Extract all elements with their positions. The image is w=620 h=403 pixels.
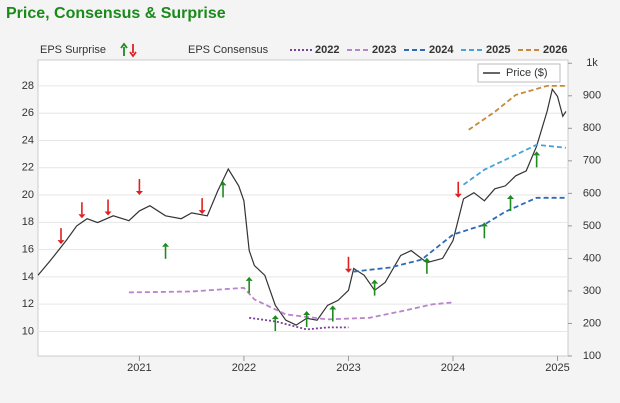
price-legend-label: Price ($) (506, 67, 548, 79)
legend-label: 2023 (372, 44, 396, 56)
surprise-arrow (135, 179, 143, 196)
x-tick-label: 2025 (545, 362, 569, 374)
arrow-head (219, 181, 227, 186)
plot-area (37, 59, 569, 357)
surprise-arrow (198, 198, 206, 215)
legend-surprise: EPS Surprise (40, 44, 106, 56)
y-tick-label: 14 (22, 271, 34, 283)
surprise-arrow (245, 276, 253, 293)
surprise-arrow (104, 199, 112, 216)
y-tick-label: 20 (22, 189, 34, 201)
surprise-arrow (78, 202, 86, 219)
surprise-arrow (219, 181, 227, 198)
y-tick-label: 12 (22, 298, 34, 310)
y2-tick-label: 600 (583, 187, 601, 199)
arrow-head (198, 210, 206, 215)
consensus-line (353, 196, 566, 273)
arrow-head (454, 193, 462, 198)
surprise-arrow (507, 195, 515, 212)
consensus-line (249, 316, 349, 331)
legend-consensus: EPS Consensus (188, 44, 269, 56)
surprise-arrow (371, 279, 379, 296)
x-tick-label: 2022 (232, 362, 256, 374)
arrow-head (271, 315, 279, 320)
x-tick-label: 2023 (336, 362, 360, 374)
legend-label: 2022 (315, 44, 339, 56)
arrow-head (78, 214, 86, 219)
arrow-head (329, 305, 337, 310)
y2-tick-label: 800 (583, 122, 601, 134)
chart-title: Price, Consensus & Surprise (6, 5, 226, 22)
legend-arrow (120, 42, 128, 56)
legend-arrow (129, 44, 137, 58)
arrow-head (533, 151, 541, 156)
surprise-arrow (162, 242, 170, 259)
y2-tick-label: 500 (583, 220, 601, 232)
surprise-arrow (454, 181, 462, 198)
y-tick-label: 24 (22, 134, 34, 146)
surprise-arrow (480, 222, 488, 239)
surprise-arrow (533, 151, 541, 168)
y2-tick-label: 200 (583, 317, 601, 329)
y-tick-label: 18 (22, 216, 34, 228)
y-tick-label: 10 (22, 325, 34, 337)
consensus-line (468, 85, 566, 131)
arrow-head (423, 257, 431, 262)
arrow-head (135, 191, 143, 196)
legend-label: 2026 (543, 44, 567, 56)
y2-tick-label: 100 (583, 350, 601, 362)
arrow-head (507, 195, 515, 200)
surprise-arrow (271, 315, 279, 332)
y-tick-label: 16 (22, 244, 34, 256)
consensus-line (462, 143, 566, 186)
y2-tick-label: 900 (583, 90, 601, 102)
y2-tick-label: 700 (583, 155, 601, 167)
legend-label: 2024 (429, 44, 454, 56)
surprise-arrow (303, 310, 311, 327)
y-tick-label: 28 (22, 80, 34, 92)
surprise-arrow (329, 305, 337, 322)
legend-label: 2025 (486, 44, 510, 56)
arrow-head (371, 279, 379, 284)
arrow-head (303, 310, 311, 315)
y-tick-label: 26 (22, 107, 34, 119)
y-tick-label: 22 (22, 162, 34, 174)
surprise-arrow (423, 257, 431, 274)
x-tick-label: 2021 (127, 362, 151, 374)
y2-tick-label: 400 (583, 252, 601, 264)
y2-tick-label: 300 (583, 285, 601, 297)
surprise-arrow (344, 256, 352, 273)
x-tick-label: 2024 (441, 362, 465, 374)
y2-tick-label: 1k (586, 57, 598, 69)
arrow-head (162, 242, 170, 247)
price-legend-box (477, 63, 561, 83)
surprise-arrow (57, 228, 65, 245)
arrow-head (480, 222, 488, 227)
arrow-head (104, 211, 112, 216)
arrow-head (245, 276, 253, 281)
arrow-head (344, 268, 352, 273)
price-line (37, 87, 567, 326)
arrow-head (57, 240, 65, 245)
